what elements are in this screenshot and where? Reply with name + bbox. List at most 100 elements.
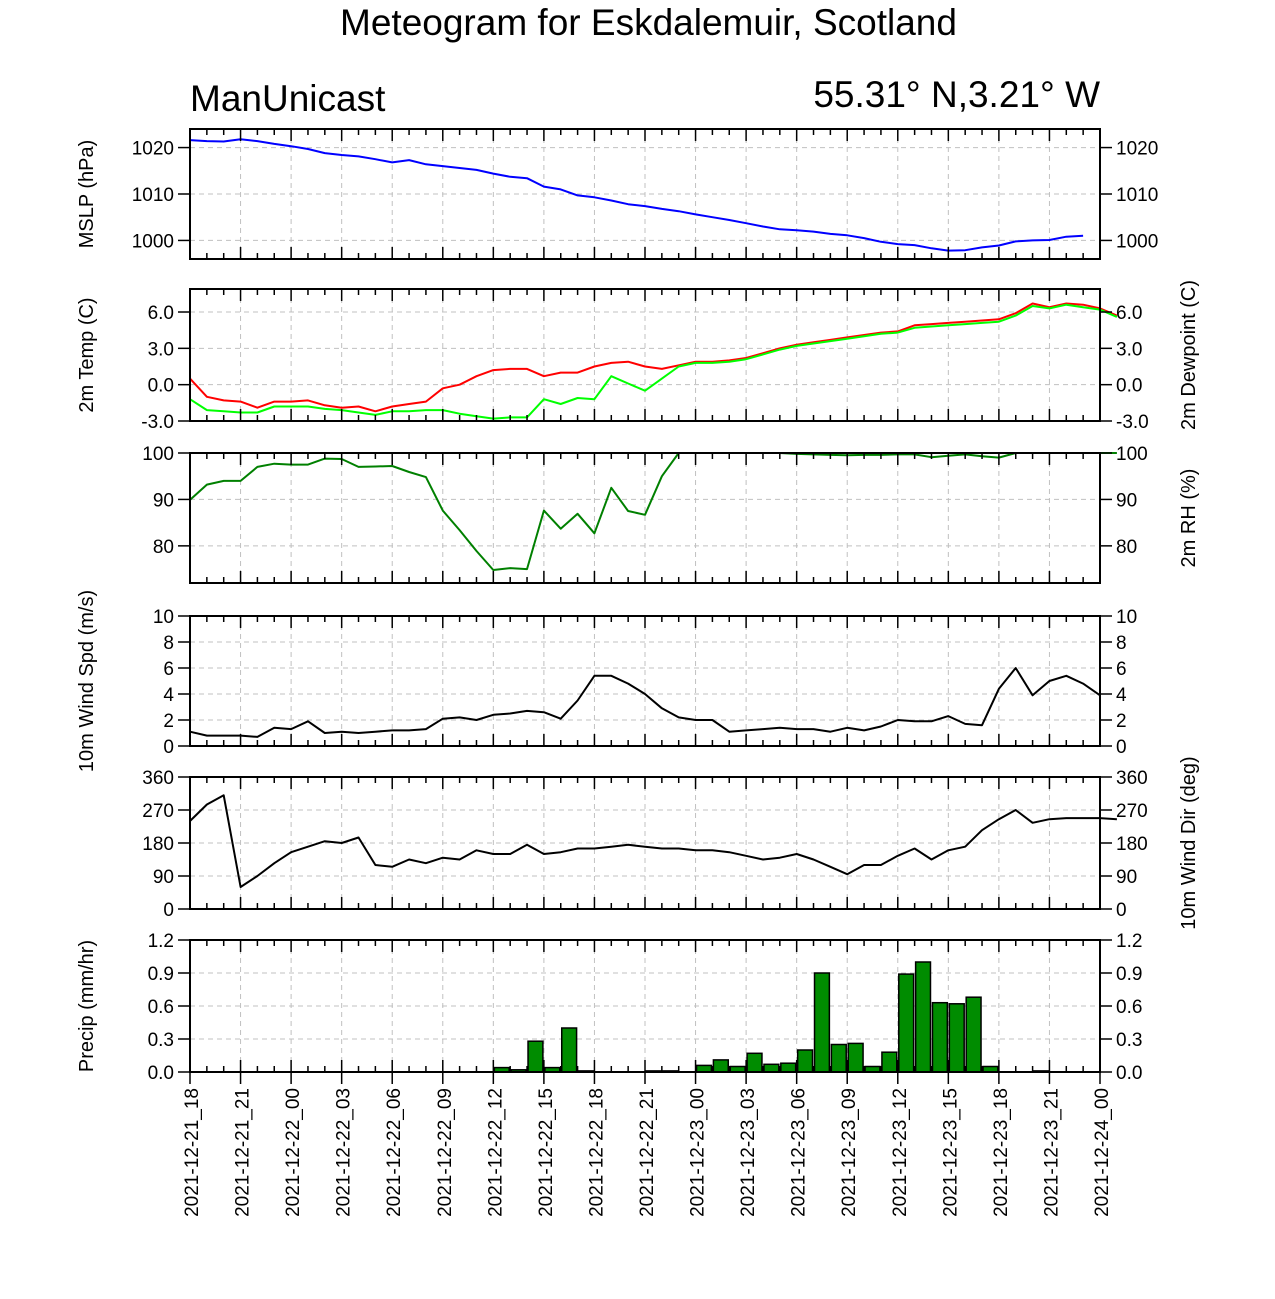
wind_dir-ylabel-right: 10m Wind Dir (deg) bbox=[1178, 756, 1200, 929]
precip-ytick-label: 0.9 bbox=[148, 964, 174, 985]
temp-ytick-label: -3.0 bbox=[141, 412, 174, 433]
wind_dir-series-line-0 bbox=[189, 794, 1117, 888]
precip-bar bbox=[847, 1042, 864, 1073]
time-tick-label: 2021-12-22_21 bbox=[637, 1088, 658, 1217]
model-name-label: ManUnicast bbox=[190, 78, 386, 119]
precip-ytick-label: 0.0 bbox=[148, 1063, 174, 1084]
time-tick-label: 2021-12-22_03 bbox=[334, 1088, 355, 1217]
time-tick-label: 2021-12-22_09 bbox=[435, 1088, 456, 1217]
mslp-ytick-label: 1020 bbox=[1116, 139, 1158, 160]
temp-ylabel: 2m Temp (C) bbox=[76, 297, 98, 412]
precip-bar bbox=[931, 1001, 949, 1073]
rh-ytick-label: 80 bbox=[1116, 537, 1137, 558]
time-tick-label: 2021-12-22_06 bbox=[384, 1088, 405, 1217]
wind_speed-ytick-label: 2 bbox=[163, 711, 174, 732]
temp-ytick-label: 3.0 bbox=[148, 339, 174, 360]
wind_dir-ytick-label: 90 bbox=[1116, 867, 1137, 888]
time-tick-label: 2021-12-21_18 bbox=[182, 1088, 203, 1217]
precip-ytick-label: 0.9 bbox=[1116, 964, 1142, 985]
precip-ytick-label: 1.2 bbox=[1116, 931, 1142, 952]
mslp-series-line-0 bbox=[189, 138, 1084, 252]
temp-series-line-0 bbox=[189, 302, 1118, 413]
wind_speed-ytick-label: 10 bbox=[153, 607, 174, 628]
temp-ytick-label: -3.0 bbox=[1116, 412, 1149, 433]
precip-ytick-label: 0.6 bbox=[1116, 997, 1142, 1018]
temp-ytick-label: 0.0 bbox=[148, 376, 174, 397]
wind_dir-ytick-label: 360 bbox=[142, 768, 174, 789]
wind_dir-ytick-label: 0 bbox=[163, 900, 174, 921]
mslp-ytick-label: 1010 bbox=[1116, 185, 1158, 206]
time-tick-label: 2021-12-23_18 bbox=[991, 1088, 1012, 1217]
precip-bar bbox=[914, 961, 932, 1073]
precip-ytick-label: 0.3 bbox=[148, 1030, 174, 1051]
wind_dir-ytick-label: 180 bbox=[142, 834, 174, 855]
time-tick-label: 2021-12-23_03 bbox=[738, 1088, 759, 1217]
precip-bar bbox=[813, 972, 831, 1073]
time-tick-label: 2021-12-23_12 bbox=[890, 1088, 911, 1217]
time-tick-label: 2021-12-22_15 bbox=[536, 1088, 557, 1217]
temp-ylabel-right: 2m Dewpoint (C) bbox=[1178, 280, 1200, 430]
precip-bar bbox=[712, 1059, 730, 1073]
page-title: Meteogram for Eskdalemuir, Scotland bbox=[340, 2, 957, 43]
wind_speed-series-line-0 bbox=[189, 667, 1101, 738]
precip-bar bbox=[763, 1063, 780, 1073]
time-tick-label: 2021-12-23_21 bbox=[1041, 1088, 1062, 1217]
wind_dir-ytick-label: 360 bbox=[1116, 768, 1148, 789]
precip-bar bbox=[780, 1062, 797, 1073]
wind_speed-ytick-label: 0 bbox=[1116, 737, 1127, 758]
precip-bar bbox=[898, 973, 915, 1073]
mslp-ytick-label: 1010 bbox=[132, 185, 174, 206]
wind_speed-ytick-label: 0 bbox=[163, 737, 174, 758]
wind_speed-ytick-label: 2 bbox=[1116, 711, 1127, 732]
precip-bar bbox=[527, 1040, 544, 1073]
mslp-ytick-label: 1000 bbox=[1116, 231, 1158, 252]
time-tick-label: 2021-12-23_06 bbox=[789, 1088, 810, 1217]
rh-ytick-label: 100 bbox=[1116, 444, 1148, 465]
temp-ytick-label: 6.0 bbox=[148, 303, 174, 324]
mslp-ylabel: MSLP (hPa) bbox=[76, 140, 98, 249]
rh-ytick-label: 90 bbox=[153, 490, 174, 511]
precip-bar bbox=[830, 1043, 847, 1073]
mslp-ytick-label: 1020 bbox=[132, 139, 174, 160]
temp-ytick-label: 3.0 bbox=[1116, 339, 1142, 360]
time-tick-label: 2021-12-22_00 bbox=[283, 1088, 304, 1217]
time-tick-label: 2021-12-23_00 bbox=[688, 1088, 709, 1217]
wind_speed-ytick-label: 10 bbox=[1116, 607, 1137, 628]
wind_speed-ytick-label: 6 bbox=[1116, 659, 1127, 680]
wind_dir-ytick-label: 180 bbox=[1116, 834, 1148, 855]
wind_dir-ytick-label: 270 bbox=[1116, 801, 1148, 822]
time-tick-label: 2021-12-23_15 bbox=[940, 1088, 961, 1217]
precip-bar bbox=[796, 1049, 814, 1073]
time-tick-label: 2021-12-22_12 bbox=[485, 1088, 506, 1217]
wind_dir-ytick-label: 270 bbox=[142, 801, 174, 822]
station-coordinates-label: 55.31° N,3.21° W bbox=[813, 74, 1100, 115]
precip-ytick-label: 0.6 bbox=[148, 997, 174, 1018]
time-tick-label: 2021-12-23_09 bbox=[839, 1088, 860, 1217]
precip-ytick-label: 0.0 bbox=[1116, 1063, 1142, 1084]
mslp-ytick-label: 1000 bbox=[132, 231, 174, 252]
precip-ylabel: Precip (mm/hr) bbox=[76, 940, 98, 1072]
precip-bar bbox=[965, 996, 982, 1073]
temp-ytick-label: 6.0 bbox=[1116, 303, 1142, 324]
temp-ytick-label: 0.0 bbox=[1116, 376, 1142, 397]
precip-bar bbox=[948, 1003, 965, 1073]
time-tick-label: 2021-12-21_21 bbox=[233, 1088, 254, 1217]
wind_speed-ylabel: 10m Wind Spd (m/s) bbox=[76, 590, 98, 772]
rh-ytick-label: 90 bbox=[1116, 490, 1137, 511]
wind_speed-ytick-label: 4 bbox=[1116, 685, 1127, 706]
rh-ytick-label: 80 bbox=[153, 537, 174, 558]
rh-ylabel-right: 2m RH (%) bbox=[1178, 469, 1200, 568]
wind_speed-ytick-label: 4 bbox=[163, 685, 174, 706]
wind_dir-ytick-label: 0 bbox=[1116, 900, 1127, 921]
precip-ytick-label: 1.2 bbox=[148, 931, 174, 952]
time-tick-label: 2021-12-22_18 bbox=[586, 1088, 607, 1217]
wind_dir-ytick-label: 90 bbox=[153, 867, 174, 888]
temp-series-line-1 bbox=[189, 303, 1118, 420]
rh-series-line-0 bbox=[189, 452, 1117, 571]
wind_speed-ytick-label: 8 bbox=[163, 633, 174, 654]
rh-ytick-label: 100 bbox=[142, 444, 174, 465]
precip-bar bbox=[881, 1051, 898, 1073]
precip-bar bbox=[746, 1052, 763, 1073]
wind_speed-ytick-label: 8 bbox=[1116, 633, 1127, 654]
